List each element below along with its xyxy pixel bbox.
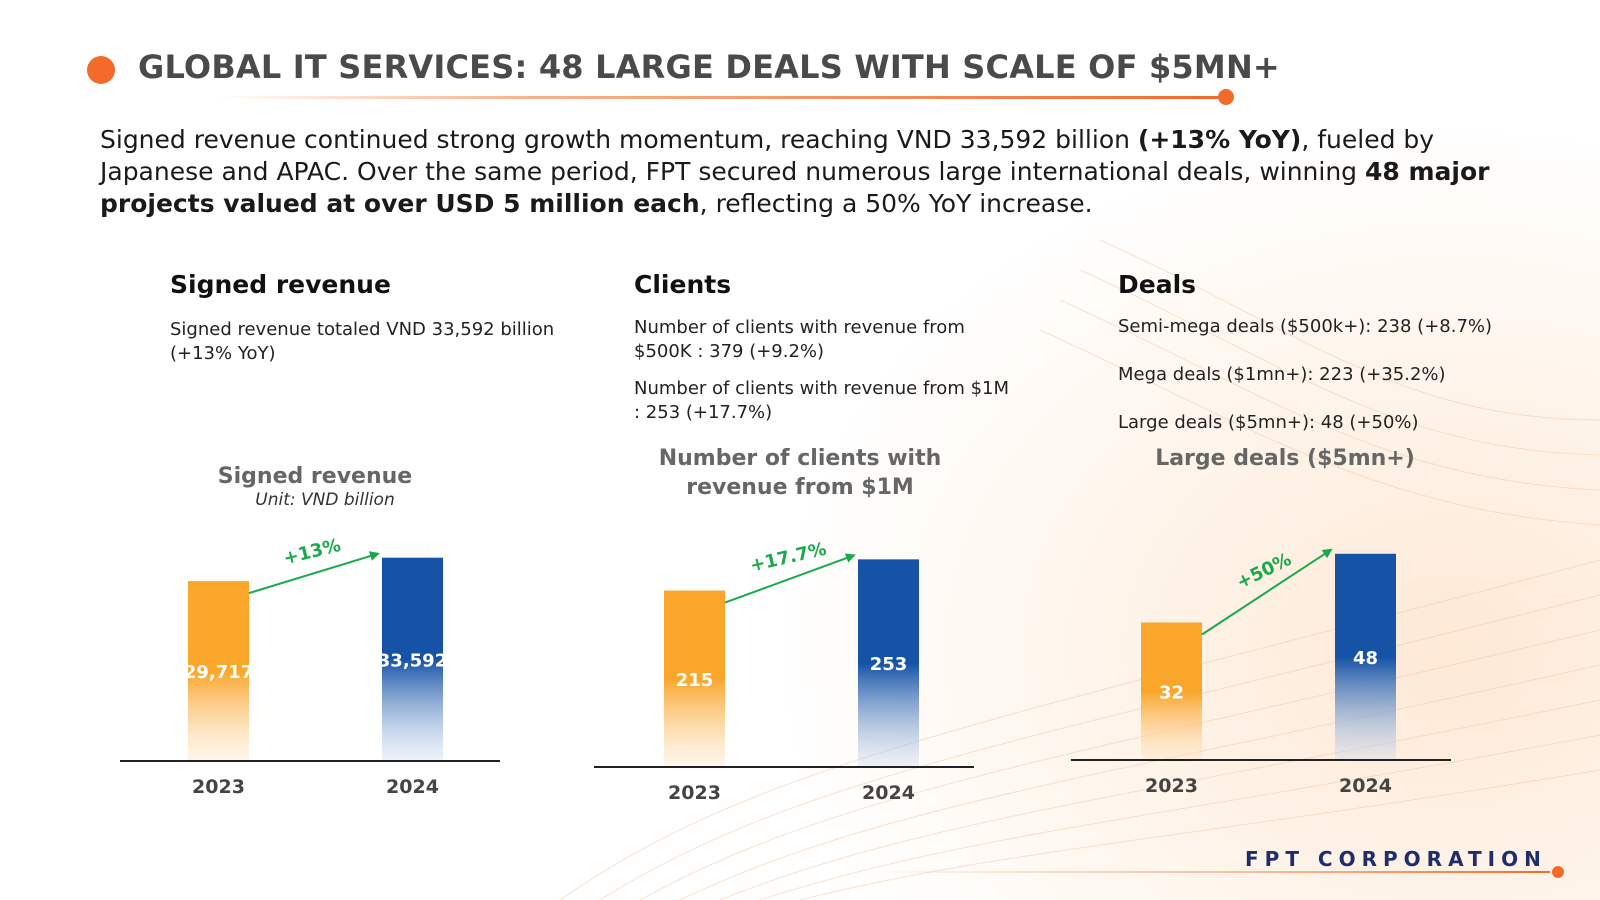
revenue-summary: Signed revenue totaled VND 33,592 billio…	[170, 319, 555, 364]
clients-bar-2023	[664, 590, 725, 767]
deals-category-label-2023: 2023	[1145, 775, 1198, 797]
clients-value-label-2023: 215	[676, 670, 714, 691]
deals-value-label-2024: 48	[1353, 648, 1378, 669]
footer-brand: FPT CORPORATION	[1245, 847, 1547, 871]
intro-paragraph: Signed revenue continued strong growth m…	[100, 125, 1490, 218]
deals-growth-label: +50%	[1233, 549, 1294, 593]
deals-heading: Deals	[1118, 270, 1197, 299]
clients-category-label-2023: 2023	[668, 782, 721, 804]
deals-value-label-2023: 32	[1159, 682, 1184, 703]
footer-line	[860, 871, 1550, 873]
revenue-category-label-2024: 2024	[386, 776, 439, 798]
revenue-value-label-2023: 29,717	[184, 662, 253, 683]
title-bullet-dot	[87, 56, 115, 84]
clients-heading: Clients	[634, 270, 732, 299]
mega-deals-stat: Mega deals ($1mn+): 223 (+35.2%)	[1118, 364, 1446, 385]
title-underline-dot	[1218, 89, 1234, 105]
deals-growth-arrow	[1201, 548, 1333, 636]
semi-mega-deals-stat: Semi-mega deals ($500k+): 238 (+8.7%)	[1118, 316, 1493, 337]
deals-category-label-2024: 2024	[1339, 775, 1392, 797]
deals-bar-2023	[1141, 622, 1202, 760]
deals-bar-2024	[1335, 553, 1396, 760]
chart-revenue-unit: Unit: VND billion	[255, 490, 395, 510]
chart-deals-title: Large deals ($5mn+)	[1155, 446, 1415, 471]
chart-revenue-title: Signed revenue	[217, 464, 413, 489]
clients-1m-stat: Number of clients with revenue from $1M …	[634, 378, 1010, 423]
clients-bar-2024	[858, 559, 919, 767]
clients-growth-arrow	[724, 553, 856, 604]
revenue-category-label-2023: 2023	[192, 776, 245, 798]
revenue-bar-2024	[382, 557, 443, 761]
revenue-growth-arrow	[248, 551, 380, 595]
clients-500k-stat: Number of clients with revenue from $500…	[634, 317, 965, 362]
revenue-value-label-2024: 33,592	[378, 650, 447, 671]
clients-growth-label: +17.7%	[748, 539, 828, 577]
title-underline	[215, 96, 1225, 99]
revenue-bar-2023	[188, 581, 249, 761]
large-deals-stat: Large deals ($5mn+): 48 (+50%)	[1118, 412, 1419, 433]
footer-dot	[1552, 866, 1564, 878]
chart-clients-title: Number of clients with revenue from $1M	[658, 446, 942, 500]
page-title: GLOBAL IT SERVICES: 48 LARGE DEALS WITH …	[138, 48, 1280, 86]
clients-value-label-2024: 253	[870, 654, 908, 675]
revenue-heading: Signed revenue	[170, 270, 391, 299]
revenue-growth-label: +13%	[281, 535, 343, 569]
clients-category-label-2024: 2024	[862, 782, 915, 804]
